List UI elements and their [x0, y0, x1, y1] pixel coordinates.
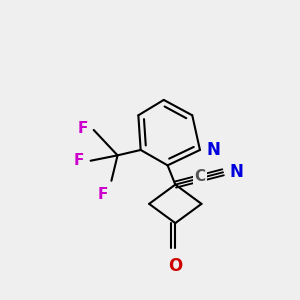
Text: F: F — [98, 187, 108, 202]
Text: N: N — [206, 141, 220, 159]
Text: N: N — [229, 163, 243, 181]
Text: C: C — [194, 169, 206, 184]
Text: O: O — [168, 257, 182, 275]
Text: F: F — [74, 153, 85, 168]
Text: F: F — [77, 121, 88, 136]
